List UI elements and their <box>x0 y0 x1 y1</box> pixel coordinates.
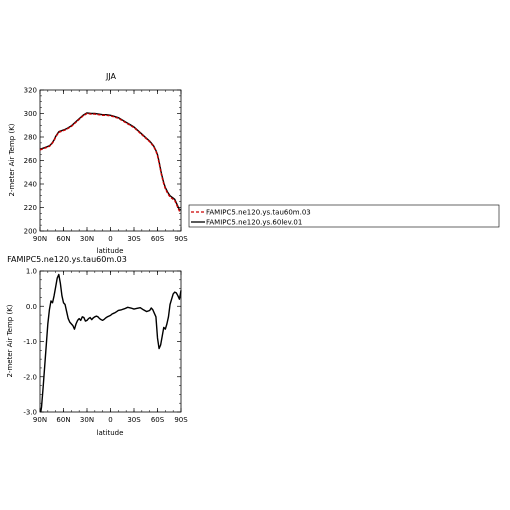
y-tick-label: -2.0 <box>23 373 37 381</box>
y-tick-label: 280 <box>24 134 37 142</box>
y-tick-label: -3.0 <box>23 409 37 417</box>
x-tick-label: 90N <box>33 235 47 243</box>
top-panel-frame <box>39 89 182 232</box>
x-tick-label: 90N <box>33 416 47 424</box>
legend-label-series-1: FAMIPC5.ne120.ys.tau60m.03 <box>206 209 311 217</box>
top-panel-ylabel: 2-meter Air Temp (K) <box>8 123 16 196</box>
top-panel-title: JJA <box>105 72 117 81</box>
bottom-panel-title: FAMIPC5.ne120.ys.tau60m.03 <box>7 255 127 264</box>
bottom-panel: FAMIPC5.ne120.ys.tau60m.03 latitude 2-me… <box>6 255 188 437</box>
x-tick-label: 60S <box>151 235 165 243</box>
series-line-1 <box>40 273 182 413</box>
x-tick-label: 0 <box>108 235 112 243</box>
y-tick-label: -1.0 <box>23 338 37 346</box>
y-tick-label: 200 <box>24 228 37 236</box>
x-tick-label: 60N <box>56 416 70 424</box>
legend-box <box>188 204 500 228</box>
y-tick-label: 260 <box>24 157 37 165</box>
series-line-2 <box>39 112 181 211</box>
y-tick-label: 0.0 <box>26 303 37 311</box>
y-tick-label: 1.0 <box>26 268 37 276</box>
y-tick-label: 320 <box>24 87 37 95</box>
bottom-panel-ylabel: 2-meter Air Temp (K) <box>6 304 14 377</box>
x-tick-label: 60S <box>151 416 165 424</box>
x-tick-label: 60N <box>56 235 70 243</box>
top-panel-xlabel: latitude <box>97 247 124 255</box>
x-tick-label: 30N <box>80 416 94 424</box>
bottom-panel-xlabel: latitude <box>97 429 124 437</box>
series-line-1 <box>39 112 181 212</box>
y-tick-label: 240 <box>24 181 37 189</box>
x-tick-label: 30S <box>127 235 141 243</box>
x-tick-label: 30S <box>127 416 141 424</box>
y-tick-label: 300 <box>24 110 37 118</box>
top-panel: JJA latitude 2-meter Air Temp (K) 90N 60N… <box>8 72 188 255</box>
x-tick-label: 0 <box>108 416 112 424</box>
x-tick-label: 30N <box>80 235 94 243</box>
y-tick-label: 220 <box>24 204 37 212</box>
legend: FAMIPC5.ne120.ys.tau60m.03 FAMIPC5.ne120… <box>188 204 500 228</box>
x-tick-label: 90S <box>174 235 188 243</box>
legend-label-series-2: FAMIPC5.ne120.ys.60lev.01 <box>206 219 302 227</box>
x-tick-label: 90S <box>174 416 188 424</box>
